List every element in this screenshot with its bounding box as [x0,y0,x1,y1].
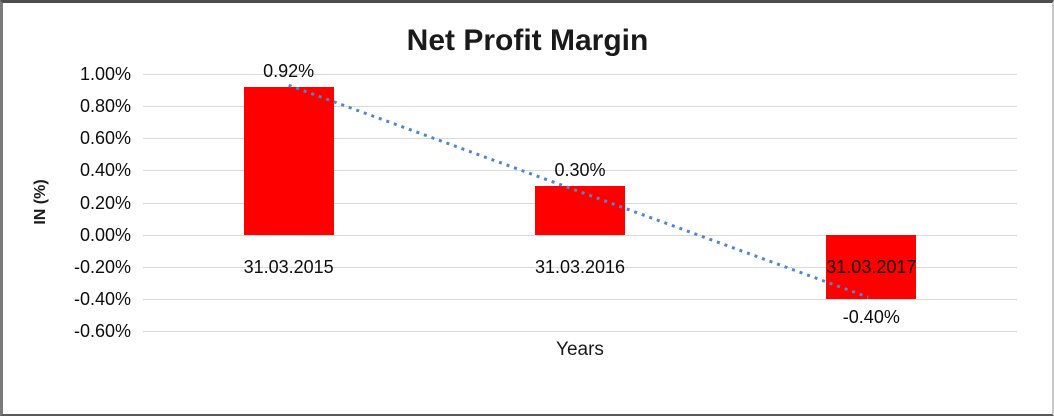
gridline [143,138,1017,140]
gridline [143,106,1017,108]
gridline [143,234,1017,236]
bar-31.03.2017 [826,234,917,299]
bar-value-label: -0.40% [842,306,900,327]
bar-value-label: 0.30% [554,160,606,181]
y-tick-label: 0.20% [79,192,131,213]
chart-title: Net Profit Margin [406,24,649,57]
y-tick-label: 0.80% [79,96,131,117]
y-tick-label: -0.40% [73,288,131,309]
gridline [143,298,1017,300]
y-tick-label: -0.20% [73,256,131,277]
bar-31.03.2016 [535,186,625,235]
bar-31.03.2015 [243,86,334,235]
bar-value-label: 0.92% [263,60,315,81]
y-tick-label: 0.40% [79,160,131,181]
y-tick-label: -0.60% [73,321,131,341]
x-category-label: 31.03.2017 [826,256,917,277]
y-tick-label: 0.00% [79,224,131,245]
y-tick-label: 1.00% [79,64,131,84]
y-tick-label: 0.60% [79,128,131,149]
x-category-label: 31.03.2015 [243,256,334,277]
trendline [288,83,869,299]
gridline [143,74,1017,75]
gridline [143,170,1017,172]
x-axis-title: Years [556,339,604,360]
gridline [143,331,1017,332]
x-category-label: 31.03.2016 [534,256,626,277]
gridline [143,266,1017,268]
